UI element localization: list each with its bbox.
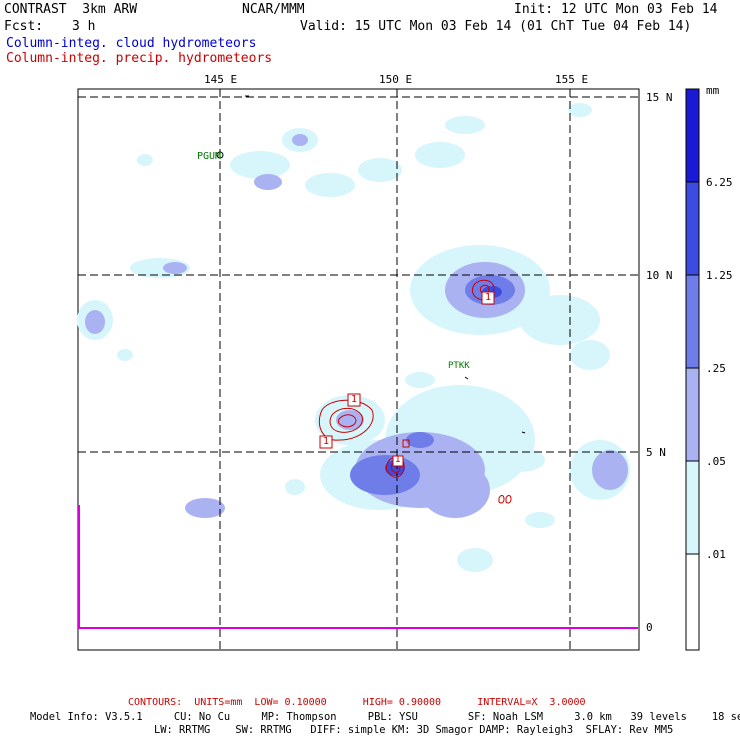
colorbar xyxy=(685,88,700,651)
contour-label-text: 1 xyxy=(395,455,401,465)
contour-label-text: 1 xyxy=(323,436,330,447)
lat-label-0: 0 xyxy=(646,621,653,634)
station-label-ptkk: PTKK xyxy=(448,361,470,371)
colorbar-label: .05 xyxy=(706,455,726,468)
model-info-line2: LW: RRTMG SW: RRTMG DIFF: simple KM: 3D … xyxy=(154,724,674,736)
map-frame xyxy=(77,88,640,651)
valid-time: Valid: 15 UTC Mon 03 Feb 14 (01 ChT Tue … xyxy=(300,19,692,34)
colorbar-label: 6.25 xyxy=(706,176,733,189)
model-title: CONTRAST 3km ARW xyxy=(4,2,138,17)
boundary-lines xyxy=(78,505,638,629)
center-label: NCAR/MMM xyxy=(242,2,305,17)
fcst-value: 3 h xyxy=(72,19,96,34)
island-markers xyxy=(216,95,526,434)
contours-info: CONTOURS: UNITS=mm LOW= 0.10000 HIGH= 0.… xyxy=(128,697,586,708)
lon-label-155: 155 E xyxy=(555,73,589,86)
station-label-pgum: PGUM xyxy=(197,151,222,162)
contour-label-text: 1 xyxy=(351,394,358,405)
fcst-label: Fcst: xyxy=(4,19,44,34)
precip-contours xyxy=(318,279,512,504)
colorbar-label: 1.25 xyxy=(706,269,733,282)
colorbar-label: .25 xyxy=(706,362,726,375)
colorbar-unit: mm xyxy=(706,84,720,97)
lon-label-145: 145 E xyxy=(204,73,238,86)
field-precip-label: Column-integ. precip. hydrometeors xyxy=(6,51,273,66)
lat-lon-grid xyxy=(78,89,639,650)
field-cloud-label: Column-integ. cloud hydrometeors xyxy=(6,36,257,51)
lat-label-5n: 5 N xyxy=(646,446,666,459)
lat-label-10n: 10 N xyxy=(646,269,673,282)
lat-label-15n: 15 N xyxy=(646,91,673,104)
lon-label-150: 150 E xyxy=(379,73,413,86)
colorbar-label: .01 xyxy=(706,548,726,561)
model-info-line1: Model Info: V3.5.1 CU: No Cu MP: Thompso… xyxy=(30,711,740,723)
contour-label-text: 1 xyxy=(485,292,492,303)
init-time: Init: 12 UTC Mon 03 Feb 14 xyxy=(514,2,718,17)
contour-label-boxes xyxy=(319,291,495,467)
